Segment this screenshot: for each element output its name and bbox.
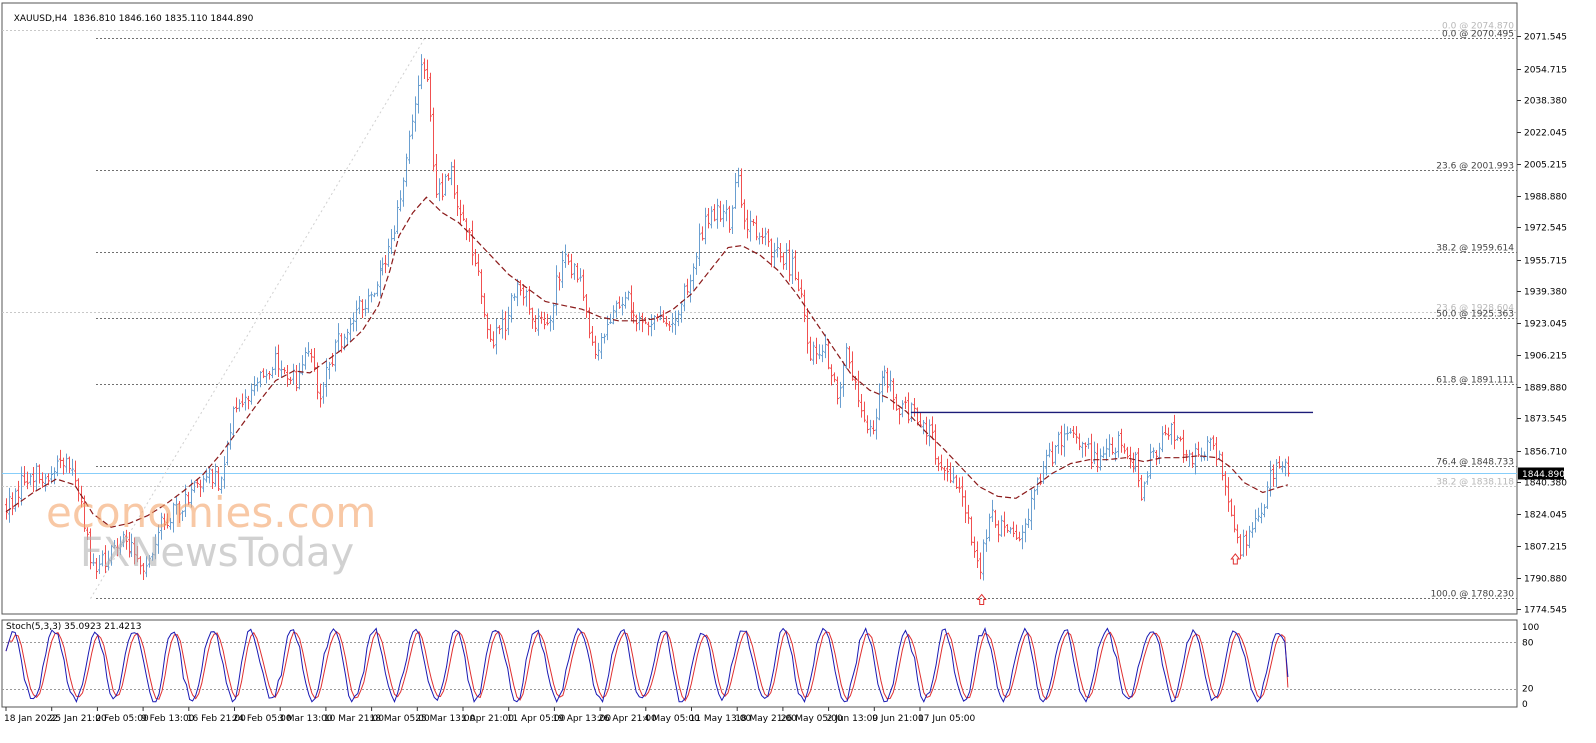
fib-level-label: 0.0 @ 2074.870 bbox=[1442, 22, 1514, 32]
fib-level-label: 50.0 @ 1925.363 bbox=[1436, 310, 1514, 320]
price-axis-label: 1939.380 bbox=[1524, 288, 1567, 298]
time-axis-label: 26 Apr 21:00 bbox=[598, 714, 657, 724]
stoch-panel-frame bbox=[1, 619, 1518, 708]
support-arrow-icon bbox=[976, 593, 987, 605]
time-axis-label: 25 Jan 21:00 bbox=[50, 714, 107, 724]
fib-level-label: 38.2 @ 1959.614 bbox=[1436, 244, 1514, 254]
time-axis-label: 17 Jun 05:00 bbox=[918, 714, 975, 724]
price-axis-label: 1774.545 bbox=[1524, 606, 1567, 616]
price-axis-label: 1972.545 bbox=[1524, 224, 1567, 234]
fib-level-label: 100.0 @ 1780.230 bbox=[1431, 590, 1515, 600]
last-price-label: 1844.890 bbox=[1522, 470, 1565, 480]
ohlc-values: 1836.810 1846.160 1835.110 1844.890 bbox=[72, 14, 254, 24]
fib-level-label: 0.0 @ 2070.495 bbox=[1442, 30, 1514, 40]
time-axis-label: 11 May 13:00 bbox=[690, 714, 752, 724]
main-panel-frame bbox=[1, 2, 1518, 615]
price-axis-label: 1889.880 bbox=[1524, 384, 1567, 394]
fib-trend-line bbox=[90, 38, 425, 599]
stoch-signal-line bbox=[5, 630, 1289, 702]
price-axis-label: 1923.045 bbox=[1524, 320, 1567, 330]
price-axis-label: 2054.715 bbox=[1524, 66, 1567, 76]
time-axis-label: 4 May 05:00 bbox=[644, 714, 700, 724]
stoch-axis-label: 100 bbox=[1522, 623, 1539, 633]
symbol-label: XAUUSD,H4 bbox=[13, 14, 68, 24]
time-axis-label: 19 Apr 13:00 bbox=[552, 714, 611, 724]
price-axis-label: 1873.545 bbox=[1524, 415, 1567, 425]
time-axis-label: 18 Jan 2022 bbox=[4, 714, 58, 724]
fib-level-label: 76.4 @ 1848.733 bbox=[1436, 458, 1514, 468]
time-axis-label: 2 Jun 13:00 bbox=[827, 714, 879, 724]
stoch-axis-label: 20 bbox=[1522, 685, 1534, 695]
price-axis-label: 1790.880 bbox=[1524, 575, 1567, 585]
time-axis-label: 24 Feb 05:00 bbox=[233, 714, 292, 724]
time-axis-label: 10 Mar 21:00 bbox=[324, 714, 384, 724]
support-arrow-icon bbox=[1230, 553, 1241, 565]
time-axis-label: 2 Feb 05:00 bbox=[95, 714, 149, 724]
price-axis-label: 1906.215 bbox=[1524, 352, 1567, 362]
time-axis-label: 3 Mar 13:00 bbox=[278, 714, 333, 724]
time-axis-label: 16 Feb 21:00 bbox=[187, 714, 246, 724]
price-axis-label: 1988.880 bbox=[1524, 193, 1567, 203]
price-axis-label: 2071.545 bbox=[1524, 33, 1567, 43]
fib-level-label: 23.6 @ 1928.604 bbox=[1436, 304, 1514, 314]
time-axis-label: 26 May 05:00 bbox=[781, 714, 843, 724]
last-price-tag bbox=[1518, 467, 1564, 480]
price-axis-label: 2022.045 bbox=[1524, 129, 1567, 139]
fib-level-label: 23.6 @ 2001.993 bbox=[1436, 162, 1514, 172]
time-axis-label: 18 Mar 05:00 bbox=[370, 714, 430, 724]
time-axis-label: 18 May 21:00 bbox=[735, 714, 797, 724]
price-axis-label: 2038.380 bbox=[1524, 97, 1567, 107]
price-axis-label: 2005.215 bbox=[1524, 161, 1567, 171]
stoch-axis-label: 80 bbox=[1522, 638, 1534, 648]
time-axis-label: 9 Feb 13:00 bbox=[141, 714, 195, 724]
price-axis-label: 1840.380 bbox=[1524, 479, 1567, 489]
fib-level-label: 38.2 @ 1838.118 bbox=[1436, 478, 1514, 488]
time-axis-label: 9 Jun 21:00 bbox=[872, 714, 924, 724]
price-axis-label: 1807.215 bbox=[1524, 543, 1567, 553]
stoch-indicator-label: Stoch(5,3,3) 35.0923 21.4213 bbox=[6, 622, 141, 632]
stoch-main-line bbox=[5, 626, 1289, 704]
time-axis-label: 1 Apr 21:00 bbox=[461, 714, 514, 724]
price-axis-label: 1856.710 bbox=[1524, 448, 1567, 458]
fib-level-label: 61.8 @ 1891.111 bbox=[1436, 376, 1514, 386]
stoch-axis-label: 0 bbox=[1522, 700, 1528, 710]
time-axis-label: 25 Mar 13:00 bbox=[415, 714, 475, 724]
time-axis-label: 11 Apr 05:00 bbox=[507, 714, 566, 724]
price-axis-label: 1955.715 bbox=[1524, 257, 1567, 267]
moving-average-line bbox=[5, 196, 1289, 528]
symbol-header: XAUUSD,H4 1836.810 1846.160 1835.110 184… bbox=[8, 4, 254, 24]
price-axis-label: 1824.045 bbox=[1524, 511, 1567, 521]
